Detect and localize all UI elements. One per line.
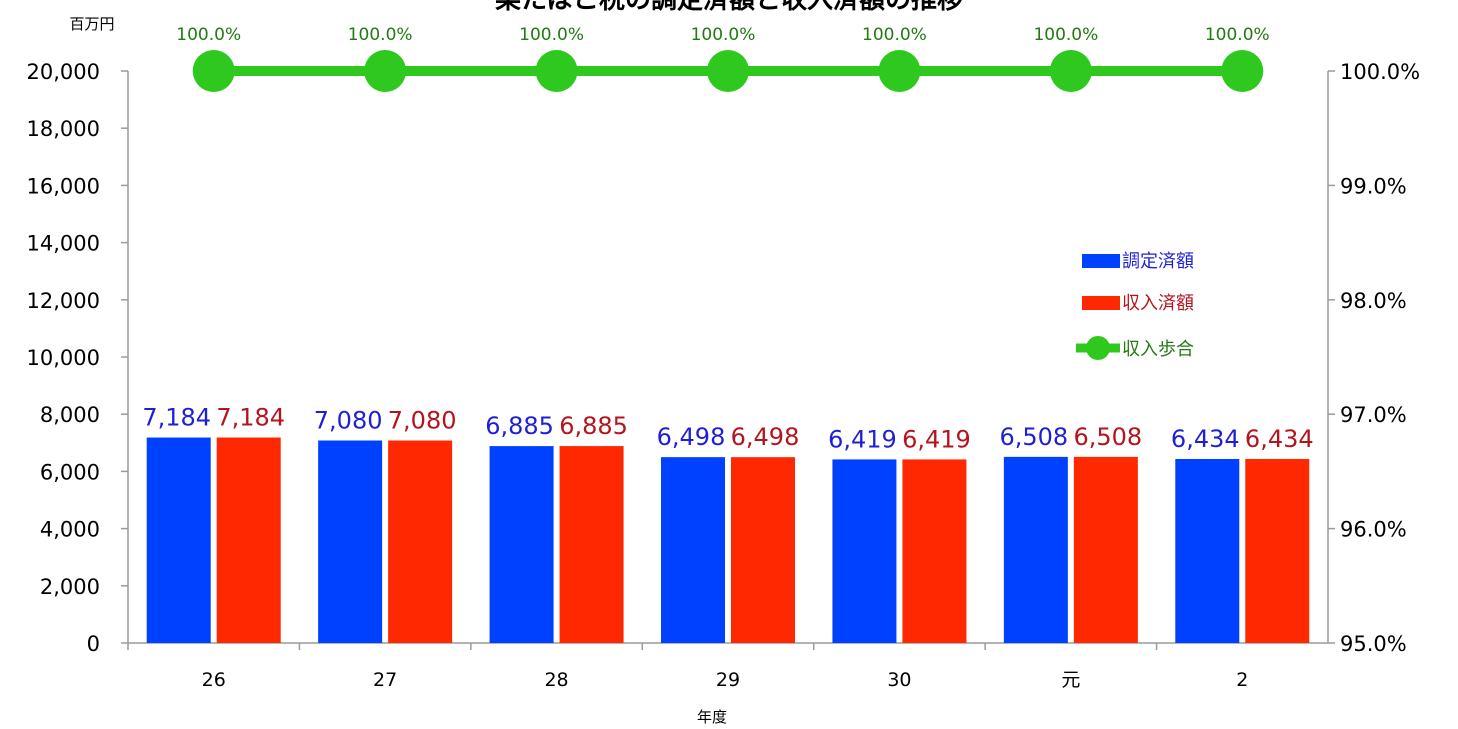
data-label-assessed: 7,184 — [142, 404, 211, 432]
y2-tick-label: 99.0% — [1340, 174, 1407, 198]
y-tick-label: 20,000 — [27, 60, 100, 84]
bar-collected — [902, 459, 967, 643]
legend-swatch-assessed — [1082, 254, 1120, 268]
legend-label: 収入歩合 — [1122, 339, 1194, 360]
data-label-collected: 6,498 — [731, 423, 800, 451]
y-tick-label: 10,000 — [27, 346, 100, 370]
x-tick-label: 2 — [1236, 669, 1248, 691]
data-label-collected: 6,419 — [902, 425, 971, 453]
collection-rate-point — [1049, 50, 1092, 92]
data-label-rate: 100.0% — [519, 25, 584, 45]
x-tick-label: 26 — [202, 669, 226, 691]
data-label-collected: 7,080 — [388, 407, 457, 435]
collection-rate-point — [192, 50, 235, 92]
bar-assessed — [1175, 458, 1240, 643]
y-axis-unit-label: 百万円 — [69, 15, 114, 33]
data-label-collected: 6,885 — [559, 412, 628, 440]
collection-rate-point — [1221, 50, 1264, 92]
y2-tick-label: 95.0% — [1340, 632, 1407, 656]
y-tick-label: 18,000 — [27, 117, 100, 141]
data-label-assessed: 6,419 — [828, 425, 897, 453]
data-label-rate: 100.0% — [862, 25, 927, 45]
y2-tick-label: 97.0% — [1340, 403, 1407, 427]
bar-assessed — [318, 440, 383, 643]
data-label-collected: 6,434 — [1245, 425, 1314, 453]
x-tick-label: 29 — [716, 669, 740, 691]
collection-rate-point — [535, 50, 578, 92]
y-tick-label: 16,000 — [27, 174, 100, 198]
x-tick-label: 27 — [373, 669, 397, 691]
data-label-collected: 7,184 — [216, 404, 285, 432]
data-label-assessed: 6,885 — [485, 412, 554, 440]
collection-rate-point — [364, 50, 407, 92]
bar-collected — [1245, 458, 1310, 643]
x-tick-label: 元 — [1061, 669, 1080, 691]
labels-layer: 7,184 7,184 7,080 7,080 6,885 6,885 6,498 6,498… — [142, 25, 1313, 453]
y-tick-label: 2,000 — [40, 575, 100, 599]
data-label-rate: 100.0% — [176, 25, 241, 45]
legend-swatch-rate-marker — [1086, 336, 1110, 360]
bar-assessed — [146, 437, 211, 643]
bar-assessed — [489, 446, 554, 643]
y2-tick-label: 100.0% — [1340, 60, 1420, 84]
collection-rate-point — [878, 50, 921, 92]
data-label-rate: 100.0% — [691, 25, 756, 45]
y-tick-label: 12,000 — [27, 289, 100, 313]
data-label-collected: 6,508 — [1073, 423, 1142, 451]
y-tick-label: 6,000 — [40, 460, 100, 484]
collection-rate-point — [707, 50, 749, 92]
bar-collected — [216, 437, 281, 643]
bar-collected — [731, 457, 795, 643]
y-tick-label: 4,000 — [40, 518, 100, 542]
bar-collected — [559, 446, 624, 643]
line-layer — [192, 50, 1264, 92]
bar-collected — [388, 440, 453, 643]
legend-label: 収入済額 — [1122, 293, 1194, 314]
y-tick-label: 0 — [87, 632, 100, 656]
bar-assessed — [661, 457, 725, 643]
bar-collected — [1073, 456, 1138, 643]
data-label-rate: 100.0% — [1033, 25, 1098, 45]
x-tick-label: 28 — [544, 669, 568, 691]
bar-assessed — [832, 459, 897, 643]
y-tick-label: 8,000 — [40, 403, 100, 427]
data-label-rate: 100.0% — [1205, 25, 1270, 45]
chart-title: 栗たばこ税の調定済額と収入済額の推移 — [495, 0, 963, 15]
y2-tick-label: 96.0% — [1340, 518, 1407, 542]
data-label-assessed: 7,080 — [314, 407, 383, 435]
x-axis-label: 年度 — [697, 708, 727, 726]
legend-label: 調定済額 — [1122, 251, 1194, 272]
data-label-assessed: 6,498 — [657, 423, 726, 451]
y2-tick-label: 98.0% — [1340, 289, 1407, 313]
data-label-rate: 100.0% — [348, 25, 413, 45]
bar-assessed — [1003, 456, 1068, 643]
data-label-assessed: 6,508 — [999, 423, 1068, 451]
x-tick-label: 30 — [887, 669, 911, 691]
y-tick-label: 14,000 — [27, 232, 100, 256]
legend-swatch-collected — [1082, 296, 1120, 310]
bars-layer — [146, 437, 1310, 643]
data-label-assessed: 6,434 — [1171, 425, 1240, 453]
axes-layer: 0 2,000 4,000 6,000 8,000 10,000 12,000 14,000 1… — [27, 60, 1421, 691]
